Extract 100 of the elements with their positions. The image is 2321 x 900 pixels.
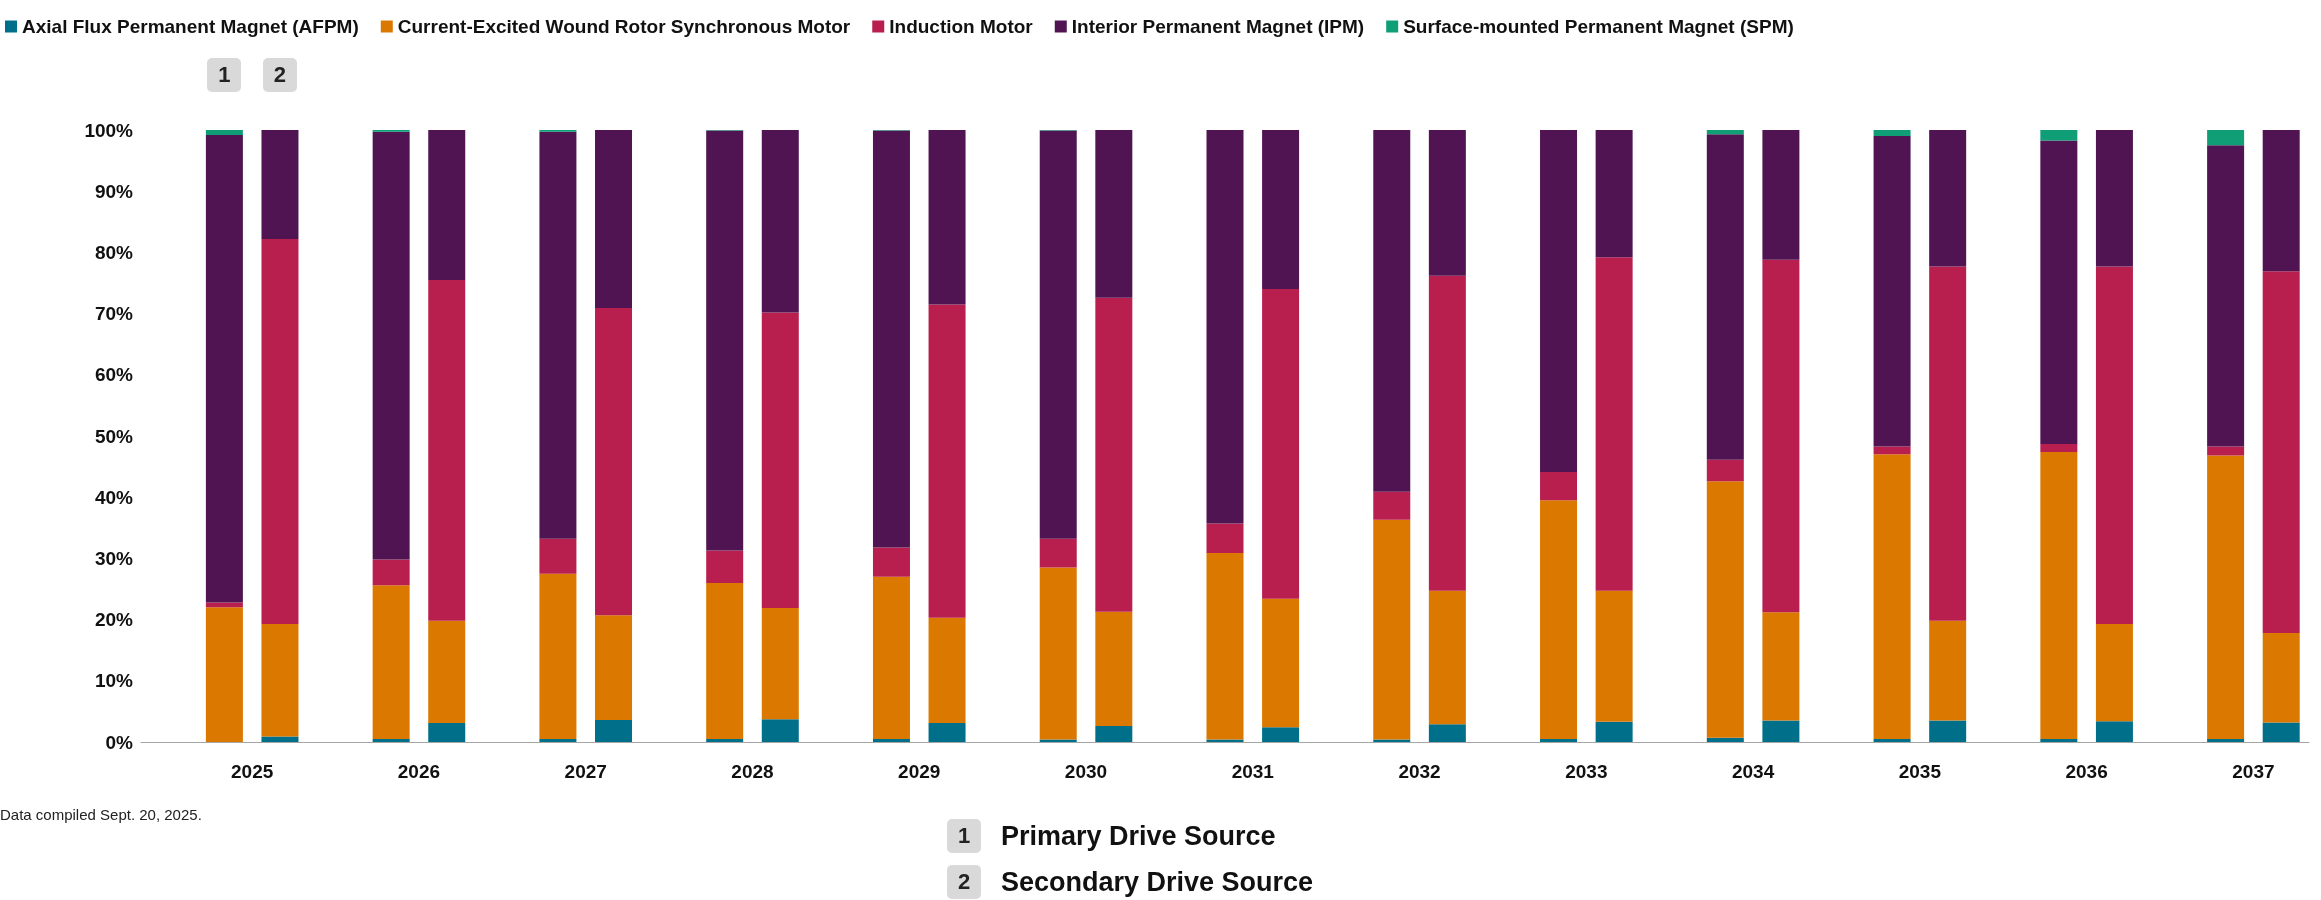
bar <box>372 559 410 586</box>
legend-label: Interior Permanent Magnet (IPM) <box>1071 16 1365 37</box>
bar <box>928 617 966 724</box>
bar <box>1373 130 1411 492</box>
bar <box>1706 459 1744 482</box>
x-tick-label: 2032 <box>1398 761 1441 782</box>
bar <box>1540 130 1578 473</box>
bar <box>1873 130 1911 137</box>
bar <box>1595 130 1633 258</box>
bar <box>1095 130 1133 298</box>
bar <box>2040 443 2078 452</box>
bar <box>872 547 910 577</box>
legend-label: Axial Flux Permanent Magnet (AFPM) <box>22 16 359 37</box>
bar <box>428 279 466 621</box>
bar <box>761 312 799 608</box>
bar <box>2095 266 2133 624</box>
bar <box>1762 259 1800 613</box>
bar <box>706 550 744 583</box>
y-tick-label: 0% <box>105 731 134 753</box>
bar <box>1540 500 1578 739</box>
bar <box>1262 727 1300 742</box>
x-tick-label: 2031 <box>1231 761 1275 782</box>
bar <box>261 623 299 737</box>
bar <box>1206 523 1244 553</box>
bar <box>2262 633 2300 723</box>
y-tick-label: 20% <box>94 609 134 631</box>
bar <box>1039 538 1077 568</box>
bar <box>706 582 744 739</box>
bar <box>539 573 577 739</box>
bar <box>706 130 744 551</box>
text: 1 <box>957 823 971 848</box>
bar <box>595 615 633 720</box>
text: Data compiled Sept. 20, 2025. <box>0 806 202 823</box>
bar <box>928 723 966 742</box>
bar <box>205 607 243 742</box>
bar <box>2040 738 2078 742</box>
text: Primary Drive Source <box>1001 820 1276 852</box>
bar <box>2262 130 2300 272</box>
text: 1 <box>207 58 242 92</box>
bar <box>1706 134 1744 460</box>
bar <box>1540 472 1578 501</box>
x-tick-label: 2034 <box>1731 761 1775 782</box>
bar <box>872 130 910 548</box>
bar <box>761 130 799 313</box>
bar <box>1095 297 1133 612</box>
bar <box>2095 130 2133 267</box>
bar <box>1595 721 1633 742</box>
bar <box>261 736 299 742</box>
x-tick-label: 2030 <box>1064 761 1108 782</box>
bar <box>595 308 633 616</box>
bar <box>261 130 299 239</box>
x-tick-label: 2025 <box>231 761 274 782</box>
bar <box>1262 130 1300 290</box>
legend-label: Surface-mounted Permanent Magnet (SPM) <box>1403 16 1794 37</box>
legend-label: Induction Motor <box>889 16 1034 37</box>
x-tick-label: 2033 <box>1565 761 1608 782</box>
bar <box>261 238 299 624</box>
bar <box>539 738 577 742</box>
bar <box>2095 721 2133 742</box>
bar <box>1095 726 1133 742</box>
bar <box>1262 598 1300 728</box>
bar <box>1428 275 1466 591</box>
bar <box>1706 130 1744 135</box>
bar <box>1373 491 1411 520</box>
bar <box>2207 738 2245 742</box>
x-tick-label: 2026 <box>397 761 441 782</box>
bar <box>1706 737 1744 742</box>
bar <box>205 602 243 608</box>
bar <box>2095 623 2133 722</box>
bar <box>595 719 633 742</box>
x-tick-label: 2029 <box>898 761 941 782</box>
bar <box>872 576 910 739</box>
x-tick-label: 2036 <box>2065 761 2108 782</box>
bar <box>761 719 799 742</box>
bar <box>539 538 577 574</box>
bar <box>2040 451 2078 739</box>
x-tick-label: 2035 <box>1898 761 1942 782</box>
y-tick-label: 70% <box>94 303 134 325</box>
y-tick-label: 80% <box>94 241 134 263</box>
bar <box>1706 481 1744 738</box>
bar <box>872 738 910 742</box>
bar <box>2040 130 2078 141</box>
bar <box>2207 446 2245 456</box>
bar <box>2207 145 2245 447</box>
bar <box>428 620 466 724</box>
bar <box>372 131 410 560</box>
bar <box>2040 140 2078 444</box>
bar <box>2207 130 2245 146</box>
bar <box>1095 611 1133 727</box>
bar <box>1428 130 1466 276</box>
text: 2 <box>957 869 971 894</box>
bar <box>2262 271 2300 634</box>
bar <box>1873 446 1911 455</box>
bar <box>1428 590 1466 725</box>
bar <box>1929 266 1967 621</box>
bar <box>1262 289 1300 599</box>
bar <box>1428 724 1466 742</box>
legend-label: Current-Excited Wound Rotor Synchronous Motor <box>397 16 851 37</box>
bar <box>539 131 577 539</box>
bar <box>928 304 966 618</box>
